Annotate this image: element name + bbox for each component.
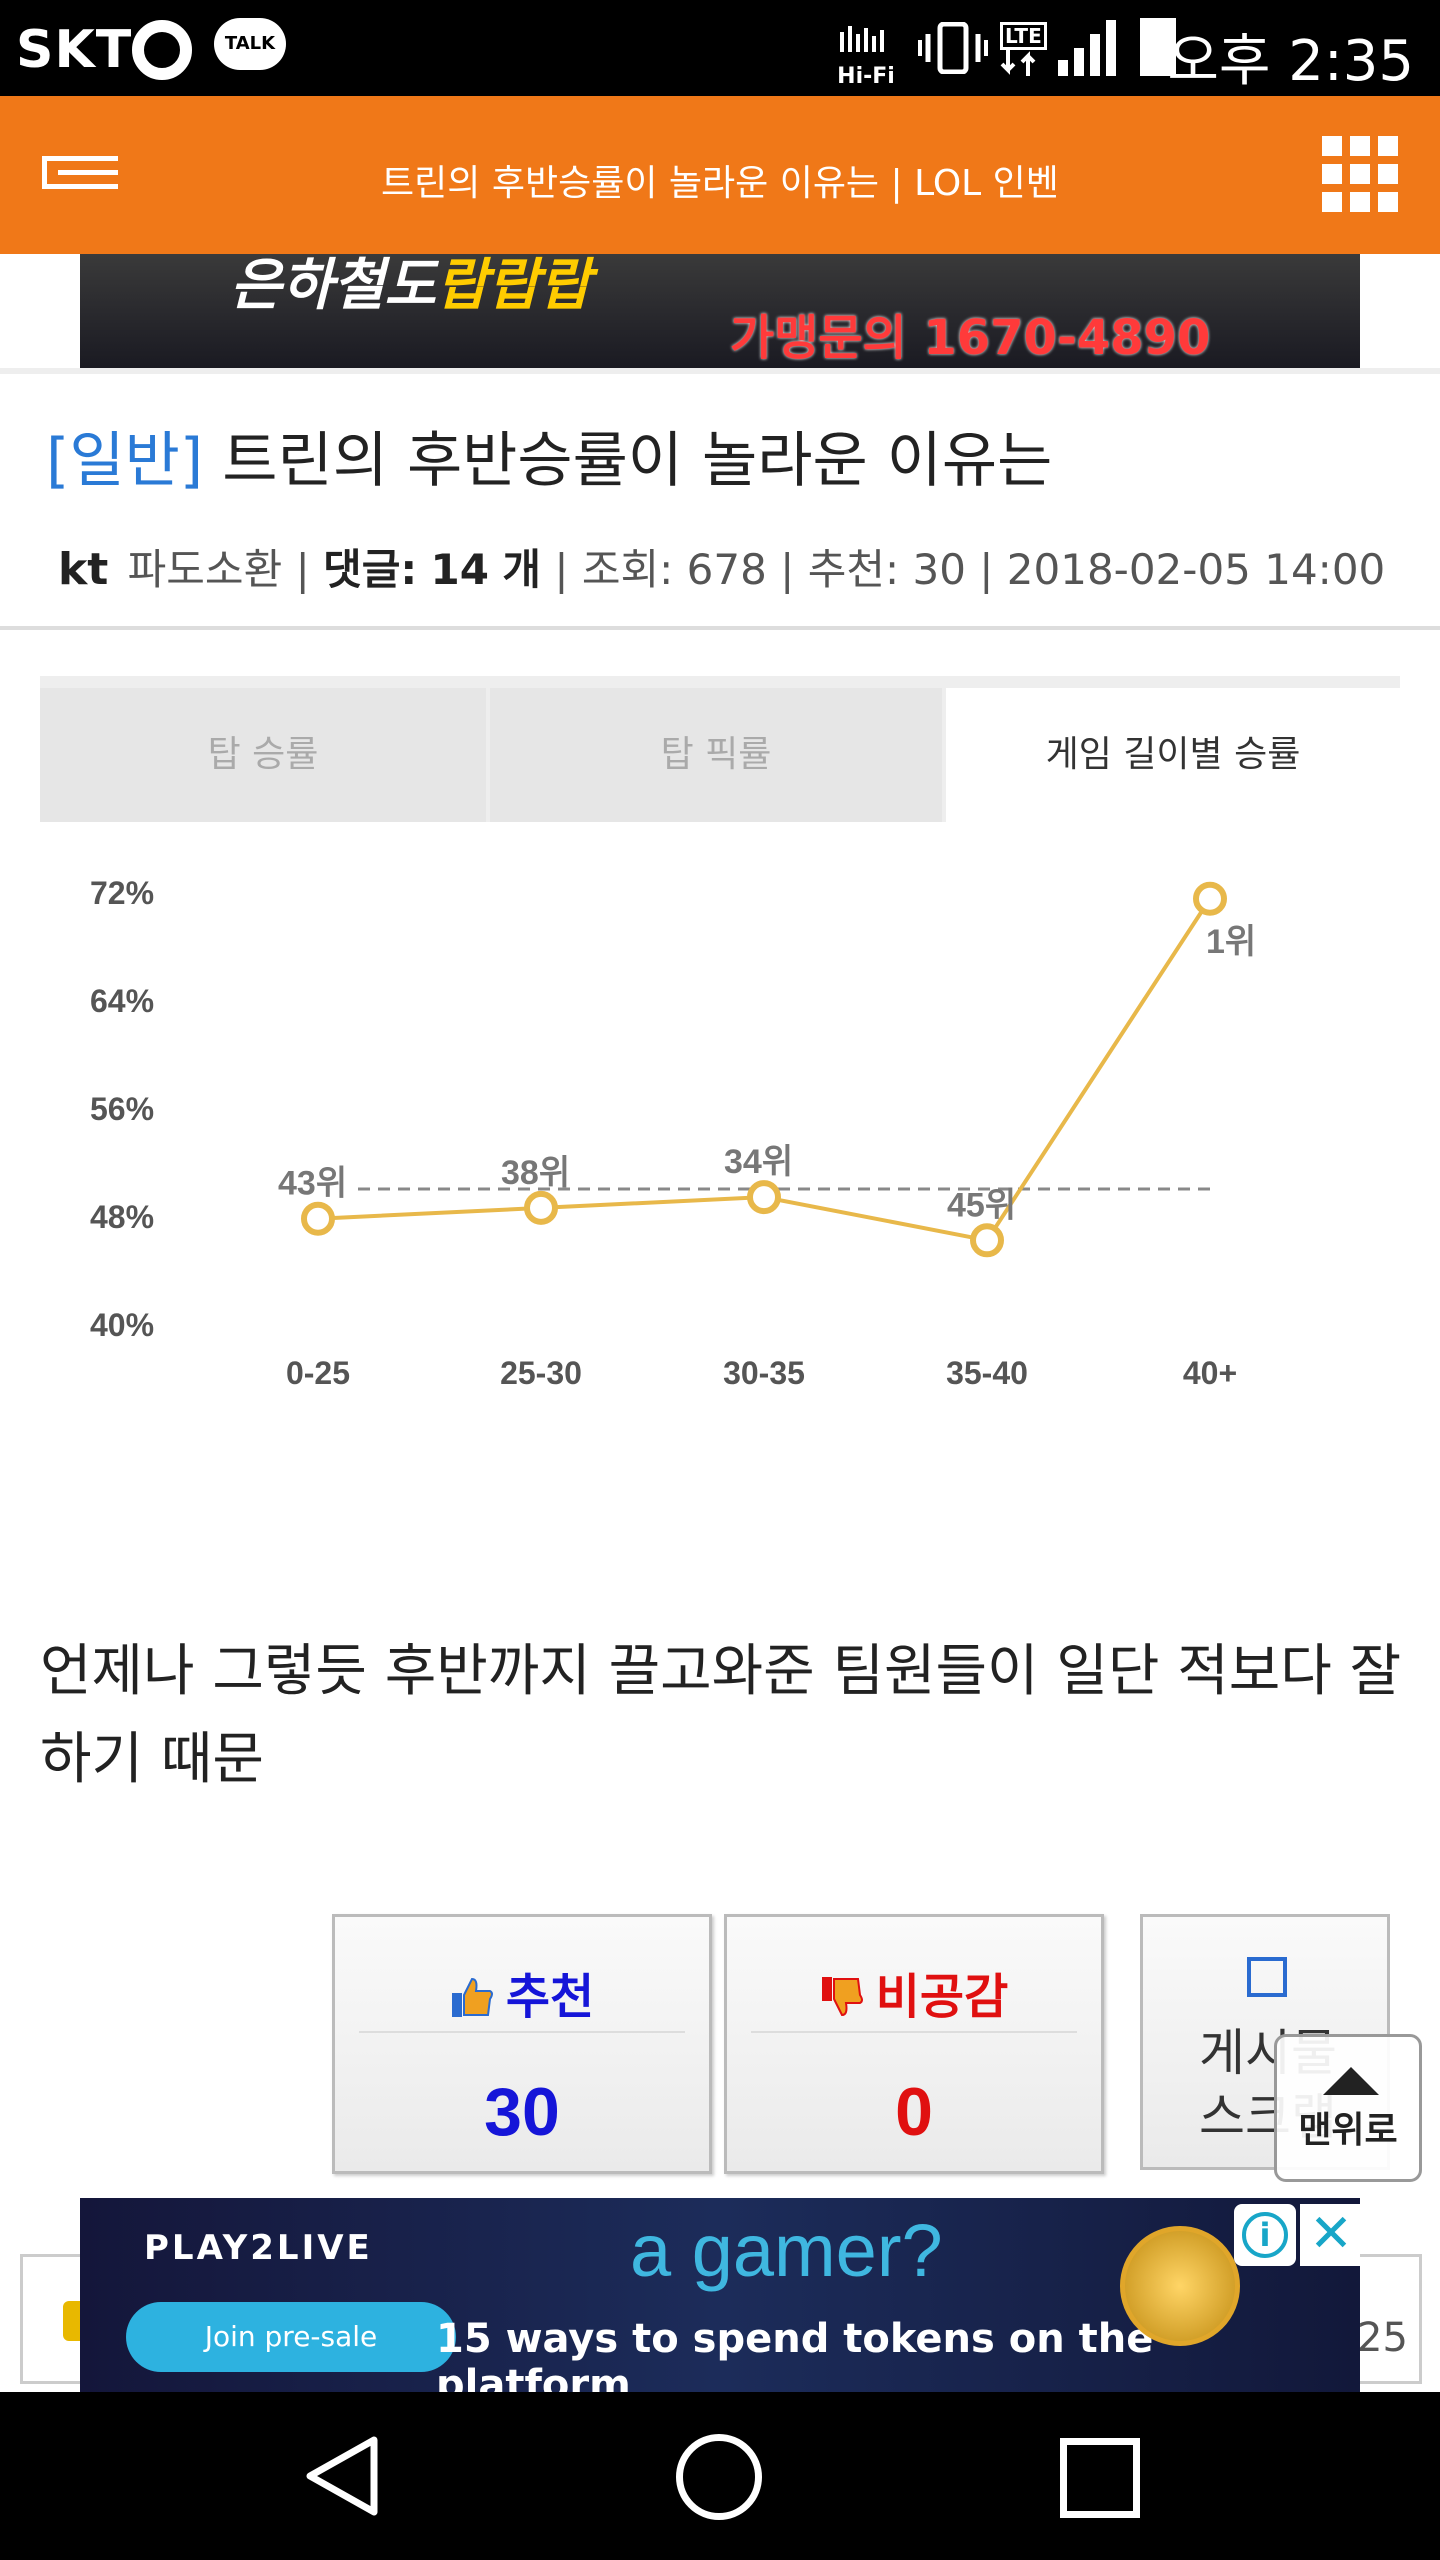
comments-unit[interactable]: 개 xyxy=(502,545,541,594)
ad-top-headline: 은하철도랍랍랍 xyxy=(230,254,591,318)
meta-separator: | xyxy=(554,545,569,594)
post-category[interactable]: [일반] xyxy=(46,426,204,496)
recommend-count-value: 30 xyxy=(484,2074,560,2150)
chart-svg: 72% 64% 56% 48% 40% 43위 0-25 38위 25-30 34위 30-35 45… xyxy=(90,875,1256,1391)
ad-divider xyxy=(0,368,1440,374)
arrow-up-icon xyxy=(1323,2067,1379,2095)
recommend-label: 추천 xyxy=(505,1969,595,2025)
tab-top-pickrate[interactable]: 탑 픽률 xyxy=(490,688,942,822)
page-title: 트린의 후반승률이 놀라운 이유는 | LOL 인벤 xyxy=(381,163,1059,204)
ad-close-icon[interactable]: ✕ xyxy=(1300,2204,1360,2266)
bottom-banner-ad[interactable]: PLAY2LIVE Join pre-sale a gamer? 15 ways… xyxy=(80,2198,1360,2392)
y-tick-label: 72% xyxy=(90,875,154,911)
meta-separator: | xyxy=(780,545,795,594)
rank-label: 38위 xyxy=(501,1154,570,1192)
author-badge: kt xyxy=(58,544,109,595)
disagree-button[interactable]: 비공감 0 xyxy=(724,1914,1104,2174)
coin-icon xyxy=(1120,2226,1240,2346)
app-header: 트린의 후반승률이 놀라운 이유는 | LOL 인벤 xyxy=(0,96,1440,254)
top-banner-ad[interactable]: 은하철도랍랍랍 가맹문의 1670-4890 xyxy=(80,254,1360,368)
meta-separator: | xyxy=(979,545,994,594)
data-point xyxy=(1193,881,1227,916)
comments-label[interactable]: 댓글: xyxy=(323,545,418,594)
post-title: [일반] 트린의 후반승률이 놀라운 이유는 xyxy=(46,412,1052,499)
home-icon[interactable] xyxy=(676,2434,762,2520)
recommend-button[interactable]: 추천 30 xyxy=(332,1914,712,2174)
recommend-count: 추천: 30 xyxy=(807,545,966,594)
y-tick-label: 56% xyxy=(90,1091,154,1127)
menu-icon[interactable] xyxy=(42,156,118,196)
hifi-icon: Hi-Fi xyxy=(836,22,896,89)
system-nav-bar xyxy=(0,2392,1440,2560)
lte-icon: LTE xyxy=(1000,22,1050,76)
recent-apps-icon[interactable] xyxy=(1060,2438,1140,2518)
scroll-to-top-label: 맨위로 xyxy=(1298,2110,1398,2151)
ad-subtext: 15 ways to spend tokens on the platform xyxy=(436,2316,1154,2392)
y-tick-label: 64% xyxy=(90,983,154,1019)
winrate-chart: 72% 64% 56% 48% 40% 43위 0-25 38위 25-30 34위 30-35 45… xyxy=(40,850,1400,1410)
lte-label: LTE xyxy=(1000,22,1047,50)
x-tick-label: 40+ xyxy=(1183,1355,1237,1391)
thumbs-up-icon xyxy=(451,1977,493,2017)
signal-icon xyxy=(1058,20,1120,76)
data-point xyxy=(301,1201,335,1236)
disagree-label-row: 비공감 xyxy=(727,1957,1101,2027)
data-point xyxy=(524,1190,558,1225)
data-point xyxy=(970,1223,1004,1258)
disagree-count-value: 0 xyxy=(895,2074,933,2150)
author-name[interactable]: 파도소환 xyxy=(127,545,283,594)
recommend-label-row: 추천 xyxy=(335,1957,709,2027)
scroll-to-top-button[interactable]: 맨위로 xyxy=(1274,2034,1422,2182)
post-date: 2018-02-05 14:00 xyxy=(1006,545,1386,594)
rank-label: 1위 xyxy=(1206,923,1256,961)
battery-icon xyxy=(1140,18,1176,76)
hidden-right-item[interactable]: 25 xyxy=(1352,2254,1422,2384)
ad-headline: a gamer? xyxy=(630,2209,943,2292)
post-body: 언제나 그렇듯 후반까지 끌고와준 팀원들이 일단 적보다 잘하기 때문 xyxy=(40,1639,1402,1792)
info-icon: i xyxy=(1242,2212,1288,2258)
vote-separator xyxy=(359,2031,685,2033)
view-count: 조회: 678 xyxy=(581,545,767,594)
apps-grid-icon[interactable] xyxy=(1322,136,1398,212)
o-app-icon xyxy=(132,20,192,80)
x-tick-label: 30-35 xyxy=(723,1355,805,1391)
vote-separator xyxy=(751,2031,1077,2033)
disagree-label: 비공감 xyxy=(875,1969,1009,2025)
ad-top-phone: 가맹문의 1670-4890 xyxy=(730,310,1211,366)
y-tick-label: 40% xyxy=(90,1307,154,1343)
x-tick-label: 0-25 xyxy=(286,1355,350,1391)
stat-tabs: 탑 승률 탑 픽률 게임 길이별 승률 xyxy=(40,676,1400,822)
tab-winrate-by-game-length[interactable]: 게임 길이별 승률 xyxy=(946,688,1400,822)
meta-separator: | xyxy=(295,545,310,594)
rank-label: 43위 xyxy=(278,1165,347,1203)
scrap-icon xyxy=(1247,1957,1287,1997)
status-bar: SKT TALK Hi-Fi LTE 오후 2:35 xyxy=(0,0,1440,96)
ad-brand: PLAY2LIVE xyxy=(144,2228,373,2268)
post-title-text: 트린의 후반승률이 놀라운 이유는 xyxy=(222,426,1053,496)
x-tick-label: 35-40 xyxy=(946,1355,1028,1391)
rank-label: 34위 xyxy=(724,1143,793,1181)
vibrate-icon xyxy=(918,21,988,75)
ad-info-button[interactable]: i xyxy=(1234,2204,1296,2266)
hifi-label: Hi-Fi xyxy=(837,64,895,89)
header-divider xyxy=(0,626,1440,630)
ad-cta-button[interactable]: Join pre-sale xyxy=(126,2302,456,2372)
carrier-label: SKT xyxy=(16,20,133,80)
post-meta: kt 파도소환 | 댓글: 14 개 | 조회: 678 | 추천: 30 | … xyxy=(58,536,1385,597)
y-tick-label: 48% xyxy=(90,1199,154,1235)
comments-count[interactable]: 14 xyxy=(430,545,489,594)
data-point xyxy=(747,1180,781,1215)
hidden-right-text: 25 xyxy=(1357,2315,1408,2361)
rank-label: 45위 xyxy=(947,1186,1016,1224)
clock: 오후 2:35 xyxy=(1167,29,1414,94)
kakaotalk-icon: TALK xyxy=(214,18,286,70)
back-icon[interactable] xyxy=(302,2434,382,2518)
thumbs-down-icon xyxy=(821,1977,863,2017)
tab-top-winrate[interactable]: 탑 승률 xyxy=(40,688,486,822)
x-tick-label: 25-30 xyxy=(500,1355,582,1391)
